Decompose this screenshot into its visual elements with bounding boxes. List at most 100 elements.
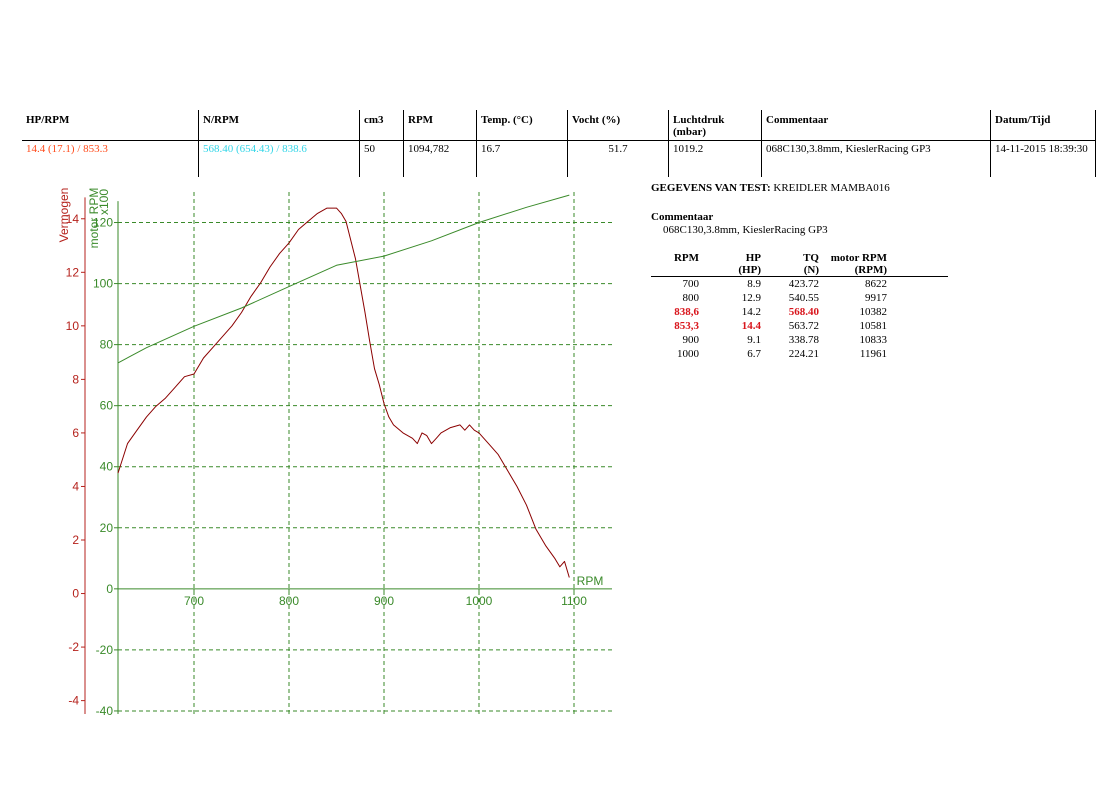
x-tick-label: 1100 xyxy=(561,594,587,608)
col-datum: Datum/Tijd xyxy=(990,110,1096,141)
col-vocht: Vocht (%) xyxy=(567,110,669,141)
th-unit-spacer xyxy=(887,264,948,277)
chart-axes xyxy=(81,197,612,714)
cell-rpm: 1000 xyxy=(677,348,699,360)
x-tick-label: 900 xyxy=(374,594,394,608)
table-row: 700 8.9 423.72 8622 xyxy=(651,277,948,292)
header-values-row: 14.4 (17.1) / 853.3 568.40 (654.43) / 83… xyxy=(22,140,1096,177)
cell-motor-rpm: 10581 xyxy=(859,320,888,332)
th-unit-hp: (HP) xyxy=(699,264,761,277)
test-info: GEGEVENS VAN TEST: KREIDLER MAMBA016 xyxy=(651,182,890,194)
left-tick-label: -4 xyxy=(68,694,79,708)
right-tick-label: 120 xyxy=(93,216,113,230)
left-tick-label: 2 xyxy=(72,533,79,547)
results-header-table: HP/RPM N/RPM cm3 RPM Temp. (°C) Vocht (%… xyxy=(22,110,1096,177)
cell-tq: 423.72 xyxy=(788,278,819,290)
cell-rpm: 700 xyxy=(682,278,700,290)
table-row: 1000 6.7 224.21 11961 xyxy=(651,347,948,361)
cell-tq: 224.21 xyxy=(788,348,819,360)
cell-hp: 14.4 xyxy=(741,320,761,332)
th-tq: TQ xyxy=(803,252,819,264)
chart-series xyxy=(117,194,570,578)
col-rpm: RPM xyxy=(403,110,477,141)
cell-spacer xyxy=(887,333,948,347)
chart-grid xyxy=(118,192,612,714)
col-commentaar: Commentaar xyxy=(761,110,991,141)
cell-tq: 563.72 xyxy=(788,320,819,332)
x-axis-label: RPM xyxy=(577,574,604,588)
col-temp: Temp. (°C) xyxy=(476,110,568,141)
col-cm3: cm3 xyxy=(359,110,404,141)
th-unit-tq: (N) xyxy=(761,264,819,277)
th-rpm: RPM xyxy=(673,252,699,264)
test-name: KREIDLER MAMBA016 xyxy=(773,182,890,194)
th-unit-rpm xyxy=(651,264,699,277)
left-tick-label: 6 xyxy=(72,426,79,440)
comment-label: Commentaar xyxy=(651,211,714,223)
x-tick-label: 1000 xyxy=(466,594,493,608)
left-tick-label: 8 xyxy=(72,372,79,386)
chart-labels: 700 800 900 1000 1100RPM-4-202468101214Vermo… xyxy=(57,188,603,718)
left-tick-label: 0 xyxy=(72,587,79,601)
cell-spacer xyxy=(887,347,948,361)
right-tick-label: -20 xyxy=(96,643,114,657)
cell-tq: 540.55 xyxy=(788,292,819,304)
col-n-rpm: N/RPM xyxy=(198,110,360,141)
value-commentaar: 068C130,3.8mm, KieslerRacing GP3 xyxy=(761,140,991,177)
cell-hp: 6.7 xyxy=(747,348,761,360)
cell-spacer xyxy=(887,305,948,319)
cell-rpm: 900 xyxy=(682,334,700,346)
cell-motor-rpm: 10833 xyxy=(859,334,888,346)
right-tick-label: 80 xyxy=(100,338,114,352)
th-hp: HP xyxy=(745,252,761,264)
cell-motor-rpm: 10382 xyxy=(859,306,888,318)
right-tick-label: 60 xyxy=(100,399,114,413)
table-row: 900 9.1 338.78 10833 xyxy=(651,333,948,347)
rpm-data-table: RPM HP TQ motor RPM (HP) (N) (RPM) 700 8.… xyxy=(651,252,948,361)
test-label: GEGEVENS VAN TEST: xyxy=(651,182,771,194)
data-table-body: 700 8.9 423.72 8622 800 12.9 540.55 9917 838,6 14… xyxy=(651,277,948,362)
cell-spacer xyxy=(887,277,948,292)
right-axis-sublabel: x100 xyxy=(97,189,111,215)
left-tick-label: 10 xyxy=(66,319,80,333)
cell-rpm: 838,6 xyxy=(674,306,699,318)
value-hp-rpm: 14.4 (17.1) / 853.3 xyxy=(26,143,108,155)
value-temp: 16.7 xyxy=(476,140,568,177)
left-axis-label: Vermogen xyxy=(57,188,71,243)
comment-block: Commentaar 068C130,3.8mm, KieslerRacing … xyxy=(651,211,828,237)
table-row: 838,6 14.2 568.40 10382 xyxy=(651,305,948,319)
dyno-chart: 700 800 900 1000 1100RPM-4-202468101214Vermo… xyxy=(57,188,612,718)
value-datum: 14-11-2015 18:39:30 xyxy=(990,140,1096,177)
left-tick-label: -2 xyxy=(68,640,79,654)
right-tick-label: 20 xyxy=(100,521,114,535)
value-rpm: 1094,782 xyxy=(403,140,477,177)
col-hp-rpm: HP/RPM xyxy=(22,110,199,141)
motor-rpm-curve xyxy=(117,194,570,364)
comment-text: 068C130,3.8mm, KieslerRacing GP3 xyxy=(663,224,828,236)
cell-tq: 338.78 xyxy=(788,334,819,346)
cell-spacer xyxy=(887,291,948,305)
table-row: 853,3 14.4 563.72 10581 xyxy=(651,319,948,333)
value-luchtdruk: 1019.2 xyxy=(668,140,762,177)
power-curve xyxy=(117,207,570,578)
left-tick-label: 14 xyxy=(66,212,80,226)
value-n-rpm: 568.40 (654.43) / 838.6 xyxy=(198,140,360,177)
right-axis-label: motor RPM xyxy=(87,188,101,249)
cell-spacer xyxy=(887,319,948,333)
table-row: 800 12.9 540.55 9917 xyxy=(651,291,948,305)
x-tick-label: 800 xyxy=(279,594,299,608)
right-tick-label: 100 xyxy=(93,277,113,291)
cell-rpm: 800 xyxy=(682,292,700,304)
left-tick-label: 4 xyxy=(72,479,79,493)
left-tick-label: 12 xyxy=(66,265,80,279)
x-tick-label: 700 xyxy=(184,594,204,608)
cell-motor-rpm: 11961 xyxy=(859,348,887,360)
cell-rpm: 853,3 xyxy=(674,320,699,332)
cell-motor-rpm: 8622 xyxy=(865,278,887,290)
cell-hp: 12.9 xyxy=(741,292,761,304)
th-unit-motor: (RPM) xyxy=(819,264,887,277)
right-tick-label: 0 xyxy=(106,582,113,596)
cell-hp: 8.9 xyxy=(747,278,761,290)
cell-tq: 568.40 xyxy=(788,306,819,318)
col-luchtdruk: Luchtdruk (mbar) xyxy=(668,110,762,141)
